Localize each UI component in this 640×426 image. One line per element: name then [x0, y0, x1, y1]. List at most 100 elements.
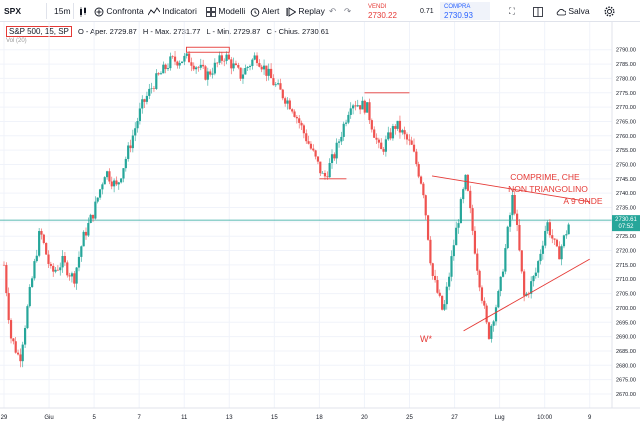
candle — [558, 241, 561, 260]
compare-button[interactable]: Confronta — [94, 4, 144, 18]
time-tick-label: 10:00 — [537, 415, 553, 421]
templates-label: Modelli — [218, 6, 246, 16]
time-axis[interactable]: 29 Giu 5 7 11 13 15 18 20 25 27 Lug 10:00 9 — [1, 415, 592, 421]
buy-button[interactable]: COMPRA 2730.93 — [440, 2, 490, 20]
legend-open: O - Aper. 2729.87 — [78, 27, 137, 36]
candle — [534, 267, 537, 279]
annotation-note-line1[interactable]: COMPRIME, CHE — [510, 172, 580, 182]
candle — [227, 52, 231, 60]
candle — [12, 337, 15, 345]
time-tick-label: 13 — [226, 415, 233, 421]
interval-select[interactable]: 15m — [54, 6, 71, 16]
candle — [452, 239, 455, 261]
candle — [361, 96, 364, 110]
candle — [258, 59, 261, 68]
legend-high: H - Max. 2731.77 — [142, 27, 201, 36]
candle — [192, 62, 195, 72]
candles-layer — [2, 50, 570, 368]
redo-button[interactable]: ↷ — [344, 6, 352, 16]
candle — [342, 121, 345, 141]
candle — [213, 58, 216, 76]
indicators-button[interactable]: Indicatori — [147, 4, 197, 18]
candle — [45, 242, 48, 255]
candle — [323, 170, 327, 180]
candle — [255, 52, 259, 66]
price-tick-label: 2745.00 — [616, 177, 636, 183]
candle — [277, 79, 280, 86]
candle — [316, 156, 320, 165]
candle — [63, 251, 67, 266]
candle — [138, 102, 141, 125]
candle-style-button[interactable] — [78, 4, 88, 18]
price-chart[interactable]: 2790.00 2785.00 2780.00 2775.00 2770.00 2765.… — [0, 22, 640, 426]
support-trendline[interactable] — [463, 258, 590, 332]
time-tick-label: 15 — [271, 415, 278, 421]
replay-button[interactable]: Replay — [286, 4, 325, 18]
candle — [459, 197, 462, 224]
price-tick-label: 2720.00 — [616, 249, 636, 255]
candle — [84, 227, 88, 240]
resistance-trendline[interactable] — [431, 175, 590, 203]
price-tick-label: 2710.00 — [616, 277, 636, 283]
candle — [80, 245, 83, 262]
wave-label[interactable]: W* — [420, 334, 432, 344]
symbol-search[interactable]: SPX — [4, 6, 22, 16]
settings-button[interactable] — [604, 4, 615, 18]
layout-button[interactable] — [533, 4, 543, 18]
candle — [73, 271, 76, 288]
candle — [541, 240, 544, 260]
candle — [155, 69, 158, 90]
undo-button[interactable]: ↶ — [329, 6, 337, 16]
templates-button[interactable]: Modelli — [206, 4, 245, 18]
candle — [145, 91, 149, 105]
candle — [152, 86, 156, 92]
candle — [150, 82, 153, 94]
candle — [485, 303, 488, 325]
save-button[interactable]: Salva — [556, 4, 590, 18]
sell-button[interactable]: VENDI 2730.22 — [364, 2, 412, 20]
last-price-value: 2730.61 — [615, 217, 637, 223]
chart-grid — [0, 22, 612, 408]
candle — [537, 259, 540, 278]
candle — [176, 60, 179, 69]
candle — [305, 129, 308, 144]
candle — [134, 122, 137, 142]
annotation-note-line2[interactable]: NON TRIANGOLINO — [508, 184, 588, 194]
candle — [340, 131, 343, 146]
candle — [272, 74, 275, 86]
legend-symbol[interactable]: S&P 500, 15, SP — [6, 26, 72, 37]
candle — [56, 265, 59, 272]
alert-button[interactable]: Alert — [250, 4, 279, 18]
candle — [344, 119, 348, 127]
candle — [490, 324, 493, 343]
peak-box[interactable] — [186, 46, 230, 53]
candle — [225, 51, 228, 65]
price-tick-label: 2700.00 — [616, 306, 636, 312]
candle — [148, 83, 151, 100]
candle — [54, 267, 57, 274]
candle — [375, 133, 378, 145]
candle — [511, 189, 514, 220]
candle — [159, 71, 163, 75]
candle — [565, 230, 568, 239]
candle — [349, 102, 352, 119]
candle — [38, 228, 41, 258]
candle — [52, 263, 55, 277]
candle — [178, 60, 181, 69]
candle — [164, 63, 167, 74]
candle — [91, 214, 95, 222]
annotation-note-line3[interactable]: A 9 ONDE — [563, 196, 603, 206]
candle — [321, 170, 324, 174]
price-tick-label: 2705.00 — [616, 292, 636, 298]
candle — [436, 276, 439, 294]
candle — [248, 64, 252, 71]
candle — [239, 67, 242, 81]
fullscreen-button[interactable]: ⛶ — [509, 6, 515, 16]
candle — [330, 149, 334, 169]
price-tick-label: 2765.00 — [616, 119, 636, 125]
candle — [216, 61, 219, 68]
candle — [279, 78, 282, 90]
price-tick-label: 2775.00 — [616, 91, 636, 97]
trendlines-layer[interactable] — [186, 46, 590, 332]
candle — [105, 170, 109, 180]
